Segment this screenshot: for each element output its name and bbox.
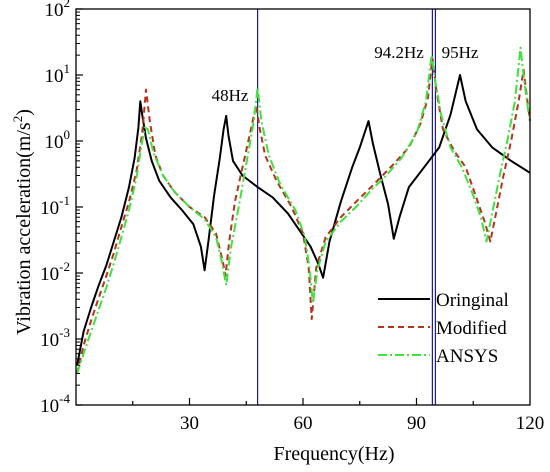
y-tick-label: 10-3 [40,325,70,351]
y-tick-label: 10-4 [40,391,70,417]
legend-label: Oringinal [436,290,509,311]
y-tick-labels: 10-4 10-3 10-2 10-1 100 101 102 [40,0,70,417]
frequency-markers [257,9,437,405]
x-tick-label: 90 [407,413,426,434]
series-line-modified [76,57,531,374]
legend-label: Modified [436,318,507,339]
x-axis-title: Frequency(Hz) [273,443,394,465]
marker-label: 94.2Hz [374,43,424,62]
y-tick-label: 10-1 [40,193,70,219]
legend: Oringinal Modified ANSYS [378,290,509,367]
x-tick-label: 60 [294,413,313,434]
x-tick-label: 120 [516,413,545,434]
legend-label: ANSYS [436,346,498,367]
series-line-oringinal [76,74,531,366]
y-tick-label: 101 [45,61,71,87]
x-tick-label: 30 [180,413,199,434]
marker-label: 48Hz [212,86,249,105]
y-tick-label: 100 [45,127,71,153]
axis-ticks [76,8,474,406]
marker-label: 95Hz [442,43,479,62]
y-axis-title: Vibration acceleration(m/s2) [10,109,35,335]
y-axis-title-main: Vibration acceleration(m/s [13,122,35,335]
y-axis-title-sup: 2 [10,116,25,123]
y-tick-label: 102 [45,0,71,21]
plot-area: 48Hz 94.2Hz 95Hz [75,8,531,406]
marker-labels: 48Hz 94.2Hz 95Hz [212,43,479,105]
x-tick-labels: 30 60 90 120 [180,413,544,434]
series-line-ansys [76,46,531,374]
series-lines [76,46,531,374]
y-tick-label: 10-2 [40,259,70,285]
y-axis-title-end: ) [13,109,35,116]
